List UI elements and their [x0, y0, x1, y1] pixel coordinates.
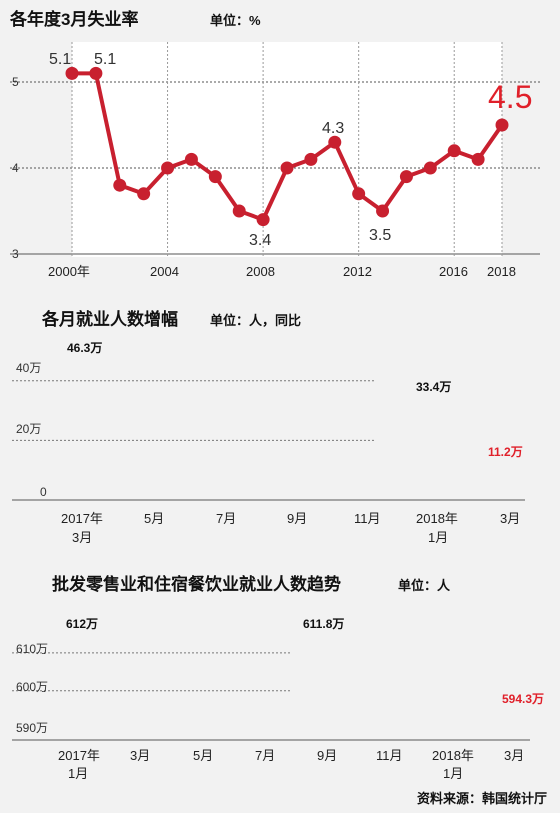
chart1-point — [208, 170, 222, 184]
chart1-point — [304, 152, 318, 166]
chart2-xtick: 11月 — [354, 511, 381, 526]
chart1-point — [495, 118, 509, 132]
chart1-annotation: 3.5 — [369, 227, 391, 244]
chart2-gridlines — [12, 380, 525, 501]
chart2-xtick: 5月 — [144, 511, 164, 526]
chart3-y-axis: 610万 600万 590万 — [16, 642, 48, 735]
chart2-xtick: 3月 — [500, 511, 520, 526]
chart3-gridlines — [12, 652, 530, 741]
chart3-ytick: 590万 — [16, 721, 48, 735]
chart3-ytick: 610万 — [16, 642, 48, 656]
chart3-unit: 单位：人 — [398, 578, 451, 593]
chart1-unit: 单位：% — [210, 13, 261, 28]
chart1-ytick: 4 — [12, 161, 19, 175]
chart1-point — [161, 161, 175, 175]
chart3-annotation-latest: 594.3万 — [502, 692, 544, 706]
chart1-point — [447, 144, 461, 158]
chart3-xtick: 9月 — [317, 748, 337, 763]
chart1-annotation: 5.1 — [94, 51, 116, 68]
chart3-xtick: 1月 — [443, 766, 463, 781]
chart1-xtick: 2016 — [439, 264, 468, 279]
chart1-ytick: 5 — [12, 75, 19, 89]
chart1-xtick: 2004 — [150, 264, 179, 279]
source-note: 资料来源：韩国统计厅 — [417, 791, 547, 806]
chart3-annotations: 612万 611.8万 594.3万 — [66, 617, 544, 706]
chart2-ytick: 20万 — [16, 422, 41, 436]
chart1-point — [423, 161, 437, 175]
chart1-annotation: 5.1 — [49, 51, 71, 68]
chart1-xtick: 2008 — [246, 264, 275, 279]
chart2-ytick: 0 — [40, 485, 47, 499]
chart3-xtick: 3月 — [130, 748, 150, 763]
chart2-x-axis: 2017年 3月 5月 7月 9月 11月 2018年 1月 3月 — [61, 511, 520, 545]
chart2-annotations: 46.3万 33.4万 11.2万 — [67, 341, 523, 459]
chart1-point — [113, 178, 127, 192]
chart1-annotations: 5.1 5.1 3.4 4.3 3.5 4.5 — [49, 51, 532, 249]
chart3-annotation: 611.8万 — [303, 617, 344, 631]
chart3-xtick: 11月 — [376, 748, 403, 763]
chart2-xtick: 3月 — [72, 530, 92, 545]
chart2-annotation-latest: 11.2万 — [488, 445, 523, 459]
chart1-series — [65, 66, 509, 227]
chart3-x-axis: 2017年 1月 3月 5月 7月 9月 11月 2018年 1月 3月 — [58, 748, 524, 781]
chart3-annotation: 612万 — [66, 617, 98, 631]
chart1-xtick: 2012 — [343, 264, 372, 279]
chart1-title: 各年度3月失业率 — [9, 9, 138, 29]
chart1-point — [352, 187, 366, 201]
chart1-point — [376, 204, 390, 218]
chart1-annotation: 4.3 — [322, 120, 344, 137]
chart2-title: 各月就业人数增幅 — [41, 309, 178, 329]
chart3-xtick: 3月 — [504, 748, 524, 763]
chart1-point — [328, 135, 342, 149]
chart2-xtick: 1月 — [428, 530, 448, 545]
chart1-xtick: 2000年 — [48, 264, 90, 279]
chart1-point — [399, 170, 413, 184]
chart1-point — [89, 66, 103, 80]
chart1-plot-panel — [72, 42, 502, 257]
chart1-point — [256, 213, 270, 227]
chart3-title: 批发零售业和住宿餐饮业就业人数趋势 — [52, 574, 341, 594]
chart3-xtick: 7月 — [255, 748, 275, 763]
chart1-x-axis: 2000年 2004 2008 2012 2016 2018 — [48, 264, 516, 279]
chart1-point — [471, 152, 485, 166]
chart2-xtick: 2017年 — [61, 511, 103, 526]
chart2-xtick: 9月 — [287, 511, 307, 526]
chart2-xtick: 2018年 — [416, 511, 458, 526]
chart1-point — [280, 161, 294, 175]
chart2-unit: 单位：人，同比 — [210, 313, 301, 328]
chart3-xtick: 5月 — [193, 748, 213, 763]
chart1-annotation-latest: 4.5 — [488, 79, 532, 115]
chart2-annotation: 33.4万 — [416, 380, 451, 394]
chart1-point — [137, 187, 151, 201]
chart2-annotation: 46.3万 — [67, 341, 102, 355]
chart3-xtick: 1月 — [68, 766, 88, 781]
chart3-xtick: 2018年 — [432, 748, 474, 763]
chart1-y-axis: 5 4 3 — [12, 75, 19, 261]
chart2-xtick: 7月 — [216, 511, 236, 526]
chart3-xtick: 2017年 — [58, 748, 100, 763]
chart2-y-axis: 40万 20万 0 — [16, 361, 47, 499]
chart1-point — [184, 152, 198, 166]
chart1-annotation: 3.4 — [249, 232, 271, 249]
chart1-ytick: 3 — [12, 247, 19, 261]
chart3-ytick: 600万 — [16, 680, 48, 694]
chart1-xtick: 2018 — [487, 264, 516, 279]
chart2-ytick: 40万 — [16, 361, 41, 375]
chart1-point — [232, 204, 246, 218]
chart1-point — [65, 66, 79, 80]
